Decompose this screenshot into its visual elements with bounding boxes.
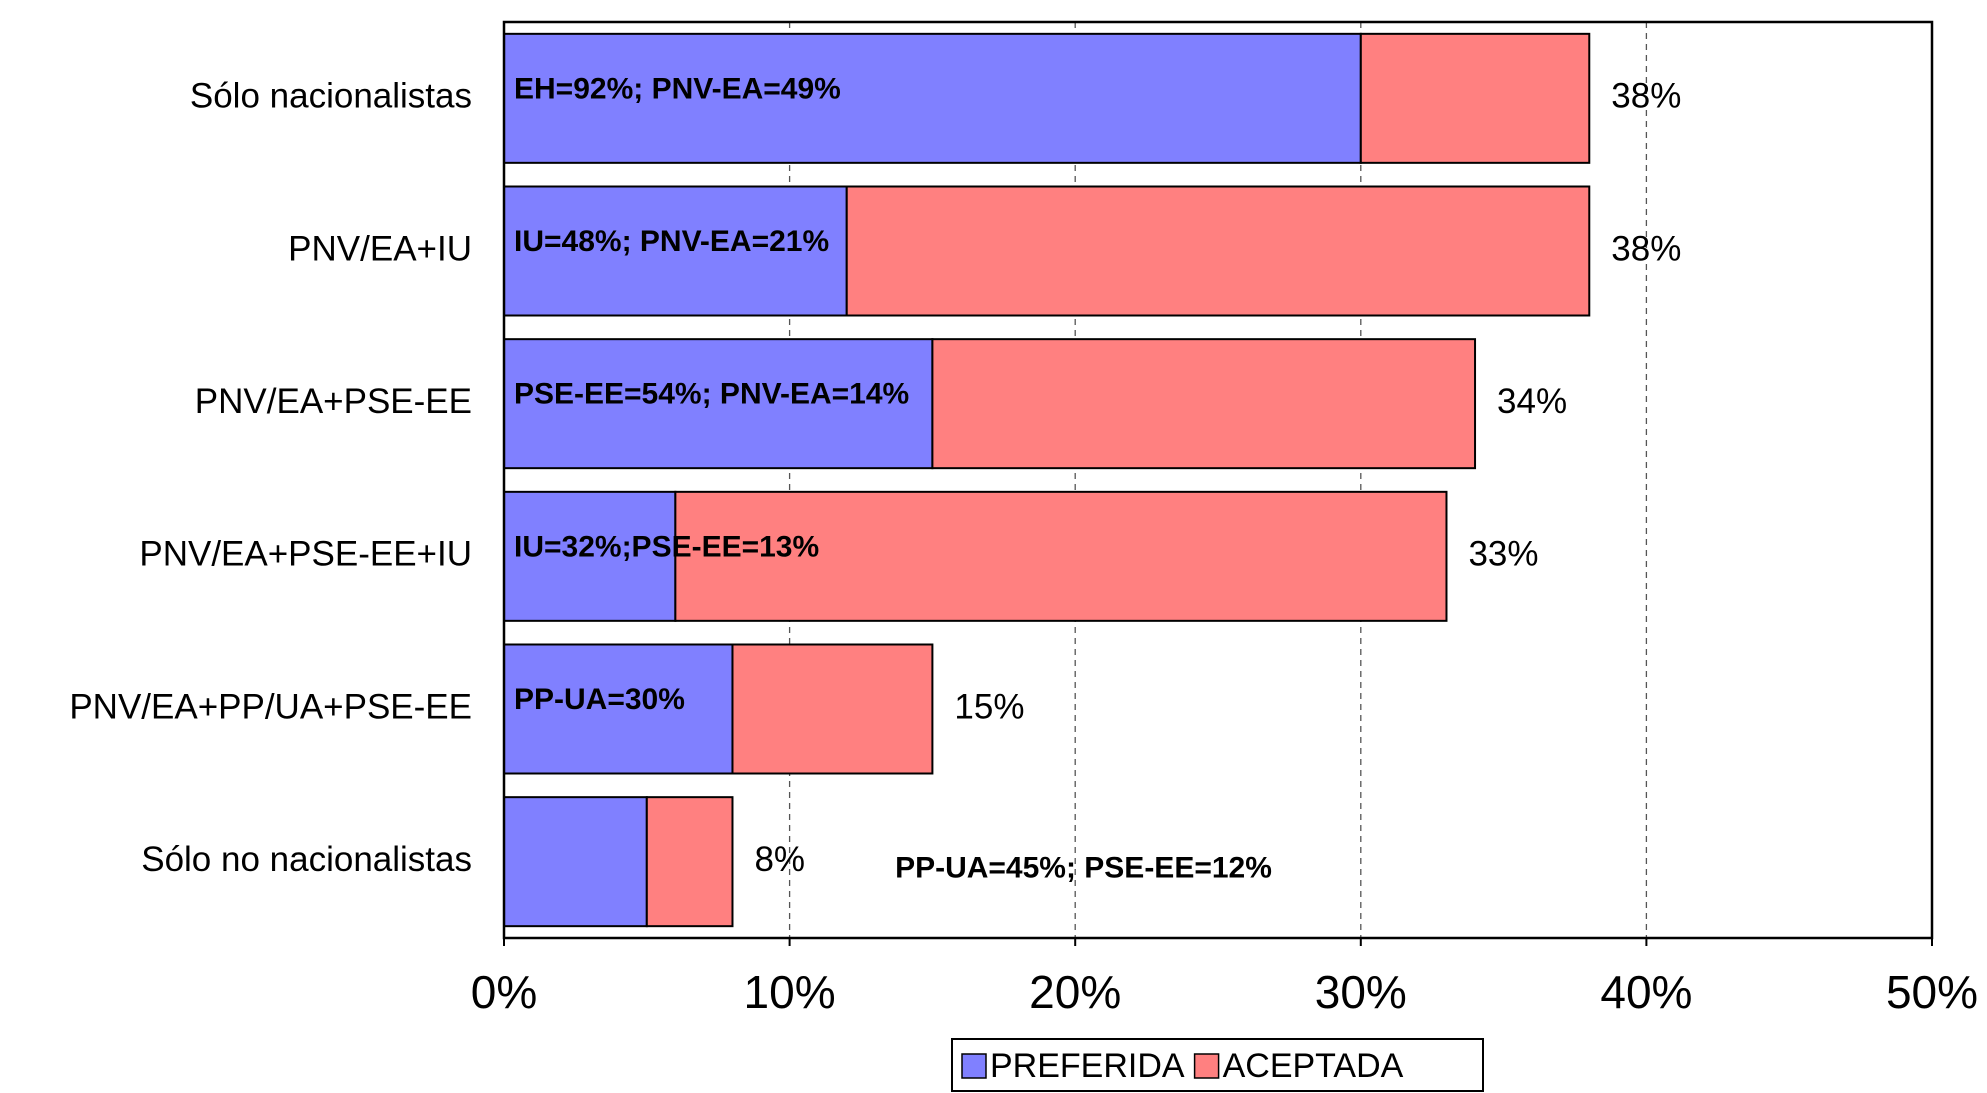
category-label: PNV/EA+IU bbox=[288, 229, 472, 268]
annotation: IU=32%;PSE-EE=13% bbox=[514, 530, 819, 563]
bar-segment bbox=[503, 338, 934, 470]
bar-segment bbox=[931, 338, 1477, 470]
total-label: 38% bbox=[1611, 77, 1681, 116]
x-tick-label: 50% bbox=[1886, 966, 1978, 1018]
bar-segment bbox=[845, 185, 1591, 317]
bar-segment bbox=[1359, 32, 1591, 164]
bar-segment bbox=[503, 796, 648, 928]
total-label: 8% bbox=[754, 840, 805, 879]
x-tick-label: 30% bbox=[1315, 966, 1407, 1018]
total-label: 33% bbox=[1468, 535, 1538, 574]
legend-label: ACEPTADA bbox=[1223, 1047, 1404, 1085]
bar-segment bbox=[731, 643, 934, 775]
legend-swatch bbox=[961, 1053, 987, 1079]
annotation: PP-UA=30% bbox=[514, 683, 685, 716]
total-label: 38% bbox=[1611, 229, 1681, 268]
total-label: 15% bbox=[954, 687, 1024, 726]
total-label: 34% bbox=[1497, 382, 1567, 421]
annotation: PP-UA=45%; PSE-EE=12% bbox=[895, 852, 1272, 885]
legend-swatch bbox=[1193, 1053, 1220, 1079]
plot-area bbox=[504, 22, 1932, 938]
annotation: EH=92%; PNV-EA=49% bbox=[514, 72, 841, 105]
legend-label: PREFERIDA bbox=[990, 1047, 1185, 1085]
plot-border bbox=[502, 20, 1934, 940]
bar-segment bbox=[503, 490, 677, 622]
bar-segment bbox=[674, 490, 1448, 622]
category-label: PNV/EA+PP/UA+PSE-EE bbox=[69, 687, 472, 726]
category-label: PNV/EA+PSE-EE+IU bbox=[139, 535, 472, 574]
category-label: PNV/EA+PSE-EE bbox=[195, 382, 472, 421]
x-tick-label: 0% bbox=[471, 966, 537, 1018]
x-tick-label: 10% bbox=[744, 966, 836, 1018]
annotation: IU=48%; PNV-EA=21% bbox=[514, 225, 829, 258]
x-tick-label: 40% bbox=[1600, 966, 1692, 1018]
category-label: Sólo nacionalistas bbox=[190, 77, 472, 116]
bar-segment bbox=[503, 643, 734, 775]
bar-segment bbox=[645, 796, 734, 928]
annotation: PSE-EE=54%; PNV-EA=14% bbox=[514, 378, 909, 411]
category-label: Sólo no nacionalistas bbox=[141, 840, 472, 879]
x-tick-label: 20% bbox=[1029, 966, 1121, 1018]
